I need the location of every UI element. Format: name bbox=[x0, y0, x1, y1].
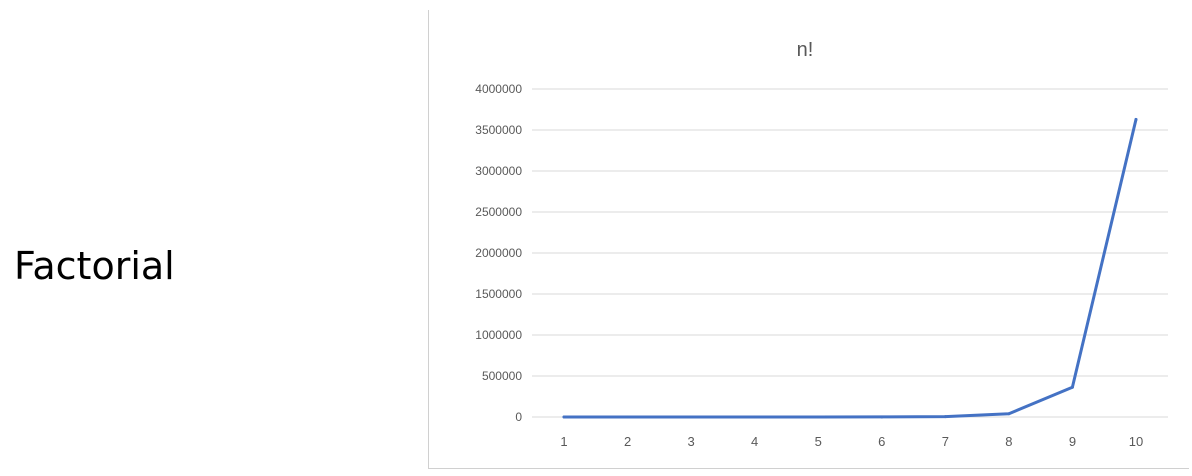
data-point bbox=[1007, 412, 1011, 416]
y-tick-label: 1000000 bbox=[475, 328, 522, 342]
x-tick-label: 5 bbox=[815, 434, 822, 449]
data-point bbox=[689, 415, 693, 419]
y-tick-label: 2500000 bbox=[475, 205, 522, 219]
x-tick-label: 9 bbox=[1069, 434, 1076, 449]
y-tick-label: 4000000 bbox=[475, 82, 522, 96]
y-tick-label: 0 bbox=[515, 410, 522, 424]
x-tick-label: 3 bbox=[687, 434, 694, 449]
x-axis-tick-labels: 1 2 3 4 5 6 7 8 9 10 bbox=[560, 434, 1143, 449]
x-tick-label: 2 bbox=[624, 434, 631, 449]
y-tick-label: 2000000 bbox=[475, 246, 522, 260]
x-tick-label: 4 bbox=[751, 434, 758, 449]
chart-area bbox=[428, 10, 1189, 469]
y-tick-label: 500000 bbox=[482, 369, 522, 383]
data-point bbox=[816, 415, 820, 419]
data-point bbox=[562, 415, 566, 419]
y-axis-tick-labels: 0 500000 1000000 1500000 2000000 2500000 30000… bbox=[475, 82, 522, 424]
series-line bbox=[562, 117, 1138, 419]
x-tick-label: 6 bbox=[878, 434, 885, 449]
data-point bbox=[753, 415, 757, 419]
y-tick-label: 1500000 bbox=[475, 287, 522, 301]
data-point bbox=[943, 415, 947, 419]
data-point bbox=[1070, 385, 1074, 389]
data-point bbox=[1134, 117, 1138, 121]
x-tick-label: 10 bbox=[1129, 434, 1143, 449]
y-tick-label: 3000000 bbox=[475, 164, 522, 178]
data-point bbox=[880, 415, 884, 419]
series-layer bbox=[562, 117, 1138, 419]
data-point bbox=[626, 415, 630, 419]
x-tick-label: 8 bbox=[1005, 434, 1012, 449]
x-tick-label: 1 bbox=[560, 434, 567, 449]
slide-label: Factorial bbox=[14, 244, 175, 288]
y-tick-label: 3500000 bbox=[475, 123, 522, 137]
gridlines bbox=[532, 88, 1168, 418]
x-tick-label: 7 bbox=[942, 434, 949, 449]
chart-title: n! bbox=[797, 39, 814, 61]
